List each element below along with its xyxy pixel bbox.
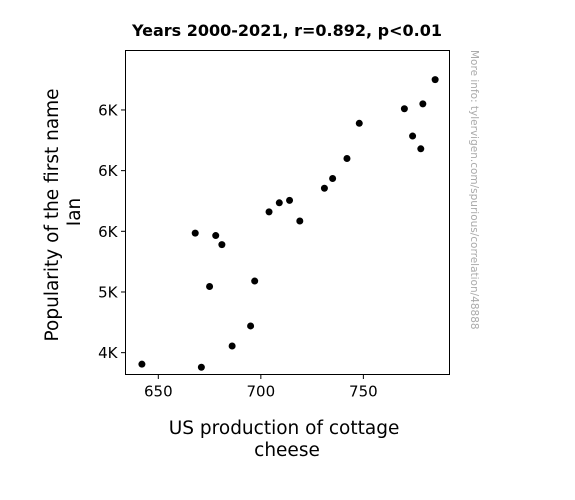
x-tick-label: 650 <box>144 383 173 401</box>
source-credit: More info: tylervigen.com/spurious/corre… <box>468 50 480 330</box>
y-axis-ticks: 4K 5K 6K 6K 6K <box>98 101 126 362</box>
data-point <box>228 342 236 350</box>
data-point <box>275 199 283 207</box>
plot-area <box>125 50 450 375</box>
data-point <box>431 76 439 84</box>
data-points <box>138 76 439 371</box>
chart-title: Years 2000-2021, r=0.892, p<0.01 <box>131 21 442 40</box>
data-point <box>286 196 294 204</box>
data-point <box>251 277 259 285</box>
x-tick-label: 700 <box>247 383 276 401</box>
data-point <box>197 363 205 371</box>
data-point <box>419 100 427 108</box>
data-point <box>417 145 425 153</box>
x-axis-label: US production of cottage cheese <box>169 418 405 461</box>
data-point <box>218 241 226 249</box>
data-point <box>191 229 199 237</box>
data-point <box>247 322 255 330</box>
y-tick-label: 5K <box>98 283 119 301</box>
data-point <box>206 283 214 291</box>
data-point <box>212 232 220 240</box>
data-point <box>265 208 273 216</box>
y-tick-label: 6K <box>98 223 119 241</box>
y-axis-label-line-2: Ian <box>64 198 85 227</box>
data-point <box>296 217 304 225</box>
data-point <box>400 105 408 113</box>
y-tick-label: 4K <box>98 344 119 362</box>
data-point <box>138 360 146 368</box>
y-axis-label: Popularity of the first name Ian <box>42 83 85 342</box>
x-axis-label-line-1: US production of cottage <box>169 418 400 439</box>
data-point <box>329 175 337 183</box>
data-point <box>409 132 417 140</box>
y-tick-label: 6K <box>98 162 119 180</box>
y-axis-label-line-1: Popularity of the first name <box>42 88 63 341</box>
x-tick-label: 750 <box>349 383 378 401</box>
data-point <box>343 155 351 162</box>
x-axis-label-line-2: cheese <box>254 440 320 461</box>
x-axis-ticks: 650 700 750 <box>144 374 378 401</box>
y-tick-label: 6K <box>98 101 119 119</box>
data-point <box>355 119 363 127</box>
data-point <box>320 184 328 192</box>
